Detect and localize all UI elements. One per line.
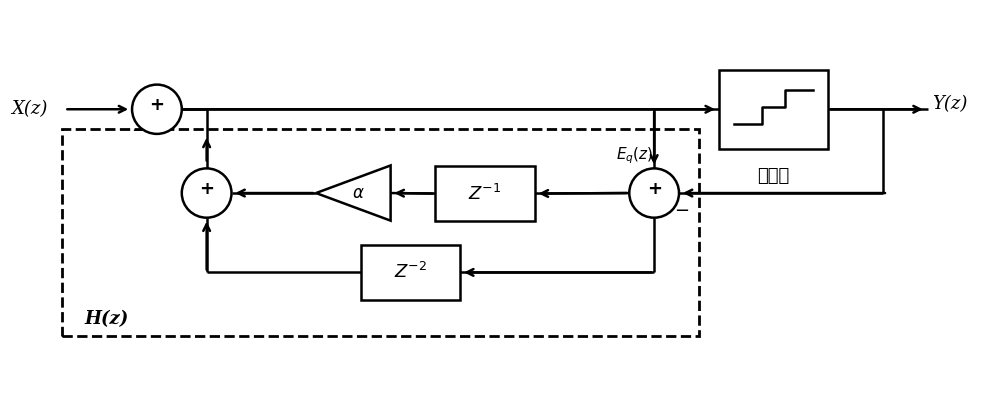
Circle shape bbox=[182, 169, 232, 218]
Polygon shape bbox=[316, 165, 391, 220]
Text: +: + bbox=[149, 96, 164, 114]
Text: $Z^{-1}$: $Z^{-1}$ bbox=[468, 184, 502, 204]
Text: +: + bbox=[647, 180, 662, 198]
Text: −: − bbox=[131, 122, 147, 140]
Text: $Z^{-2}$: $Z^{-2}$ bbox=[394, 263, 427, 283]
Bar bbox=[719, 70, 828, 149]
Circle shape bbox=[629, 169, 679, 218]
Text: X(z): X(z) bbox=[11, 100, 47, 118]
Text: −: − bbox=[674, 202, 690, 220]
Circle shape bbox=[132, 84, 182, 134]
Bar bbox=[62, 129, 699, 336]
Bar bbox=[361, 245, 460, 299]
Bar bbox=[435, 166, 535, 220]
Text: 量化器: 量化器 bbox=[757, 167, 790, 185]
Text: $\alpha$: $\alpha$ bbox=[352, 184, 365, 202]
Text: H(z): H(z) bbox=[84, 310, 129, 328]
Text: +: + bbox=[199, 180, 214, 198]
Text: Y(z): Y(z) bbox=[933, 95, 968, 113]
Text: $E_q(z)$: $E_q(z)$ bbox=[616, 145, 654, 166]
